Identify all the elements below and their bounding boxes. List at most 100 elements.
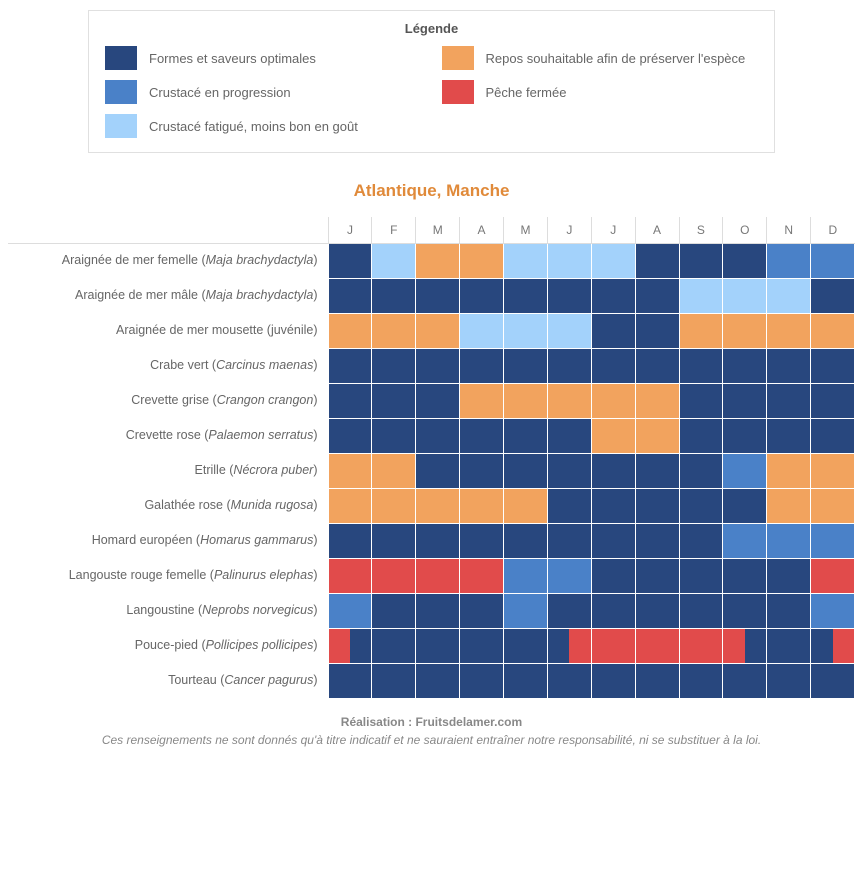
footer: Réalisation : Fruitsdelamer.com Ces rens…: [8, 715, 855, 747]
heatmap-cell: [416, 418, 460, 453]
legend-label: Repos souhaitable afin de préserver l'es…: [486, 51, 746, 66]
heatmap-cell: [372, 523, 416, 558]
legend-item: Crustacé fatigué, moins bon en goût: [105, 114, 422, 138]
heatmap-cell: [504, 523, 548, 558]
row-label: Langoustine (Neprobs norvegicus): [8, 593, 328, 628]
heatmap-cell: [547, 558, 591, 593]
heatmap-cell: [328, 593, 372, 628]
heatmap-cell: [328, 523, 372, 558]
heatmap-cell: [460, 628, 504, 663]
heatmap-cell: [460, 523, 504, 558]
heatmap-cell: [679, 348, 723, 383]
heatmap-cell: [679, 663, 723, 698]
heatmap-cell: [504, 383, 548, 418]
heatmap-cell: [679, 383, 723, 418]
heatmap-cell: [723, 313, 767, 348]
heatmap-cell: [504, 348, 548, 383]
heatmap-cell: [460, 593, 504, 628]
heatmap-cell: [811, 453, 855, 488]
row-label: Araignée de mer mousette (juvénile): [8, 313, 328, 348]
heatmap-cell: [591, 313, 635, 348]
heatmap-cell: [679, 278, 723, 313]
heatmap-cell: [635, 313, 679, 348]
heatmap-cell: [635, 278, 679, 313]
legend-item: Pêche fermée: [442, 80, 759, 104]
table-row: Homard européen (Homarus gammarus): [8, 523, 855, 558]
heatmap-cell: [547, 418, 591, 453]
row-label: Araignée de mer mâle (Maja brachydactyla…: [8, 278, 328, 313]
heatmap-cell: [460, 558, 504, 593]
heatmap-cell: [723, 418, 767, 453]
heatmap-cell: [767, 628, 811, 663]
heatmap-cell: [328, 348, 372, 383]
heatmap-cell: [547, 383, 591, 418]
heatmap-cell: [460, 348, 504, 383]
legend-swatch-optimal: [105, 46, 137, 70]
table-row: Etrille (Nécrora puber): [8, 453, 855, 488]
heatmap-cell: [723, 278, 767, 313]
heatmap-cell: [767, 453, 811, 488]
heatmap-cell: [635, 243, 679, 278]
heatmap-cell: [547, 243, 591, 278]
heatmap-cell: [416, 313, 460, 348]
heatmap-cell: [767, 523, 811, 558]
footer-disclaimer: Ces renseignements ne sont donnés qu'à t…: [8, 733, 855, 747]
heatmap-cell: [591, 243, 635, 278]
heatmap-cell: [372, 243, 416, 278]
heatmap-cell: [811, 593, 855, 628]
heatmap-cell: [767, 278, 811, 313]
heatmap-cell: [372, 383, 416, 418]
table-row: Galathée rose (Munida rugosa): [8, 488, 855, 523]
heatmap-cell: [723, 453, 767, 488]
header-blank: [8, 217, 328, 243]
heatmap-cell: [811, 663, 855, 698]
heatmap-cell: [591, 593, 635, 628]
heatmap-cell: [811, 278, 855, 313]
heatmap-cell: [328, 628, 372, 663]
heatmap-cell: [504, 453, 548, 488]
heatmap-cell: [591, 488, 635, 523]
heatmap-cell: [504, 418, 548, 453]
month-header: M: [504, 217, 548, 243]
legend-swatch-rest: [442, 46, 474, 70]
heatmap-cell: [460, 418, 504, 453]
heatmap-cell: [372, 488, 416, 523]
heatmap-cell: [723, 628, 767, 663]
heatmap-cell: [679, 488, 723, 523]
heatmap-cell: [635, 593, 679, 628]
legend-swatch-closed: [442, 80, 474, 104]
heatmap-cell: [372, 628, 416, 663]
heatmap-cell: [372, 558, 416, 593]
legend-item: Crustacé en progression: [105, 80, 422, 104]
row-label: Crevette grise (Crangon crangon): [8, 383, 328, 418]
heatmap-cell: [767, 593, 811, 628]
heatmap-cell: [635, 523, 679, 558]
heatmap-cell: [811, 313, 855, 348]
month-header: J: [547, 217, 591, 243]
seasonality-heatmap: JFMAMJJASOND Araignée de mer femelle (Ma…: [8, 217, 855, 699]
heatmap-cell: [723, 558, 767, 593]
heatmap-cell: [416, 523, 460, 558]
heatmap-cell: [328, 243, 372, 278]
heatmap-cell: [372, 313, 416, 348]
heatmap-cell: [372, 348, 416, 383]
heatmap-cell: [547, 278, 591, 313]
legend-box: Légende Formes et saveurs optimales Repos…: [88, 10, 775, 153]
footer-credit: Réalisation : Fruitsdelamer.com: [8, 715, 855, 729]
heatmap-cell: [591, 663, 635, 698]
heatmap-cell: [416, 488, 460, 523]
heatmap-cell: [504, 558, 548, 593]
heatmap-cell: [372, 593, 416, 628]
heatmap-cell: [504, 488, 548, 523]
legend-label: Pêche fermée: [486, 85, 567, 100]
heatmap-cell: [504, 243, 548, 278]
heatmap-cell: [372, 278, 416, 313]
heatmap-cell: [372, 663, 416, 698]
legend-label: Crustacé en progression: [149, 85, 291, 100]
month-header: F: [372, 217, 416, 243]
legend-item: Formes et saveurs optimales: [105, 46, 422, 70]
heatmap-cell: [547, 453, 591, 488]
heatmap-cell: [767, 348, 811, 383]
month-header: J: [328, 217, 372, 243]
legend-title: Légende: [105, 21, 758, 36]
